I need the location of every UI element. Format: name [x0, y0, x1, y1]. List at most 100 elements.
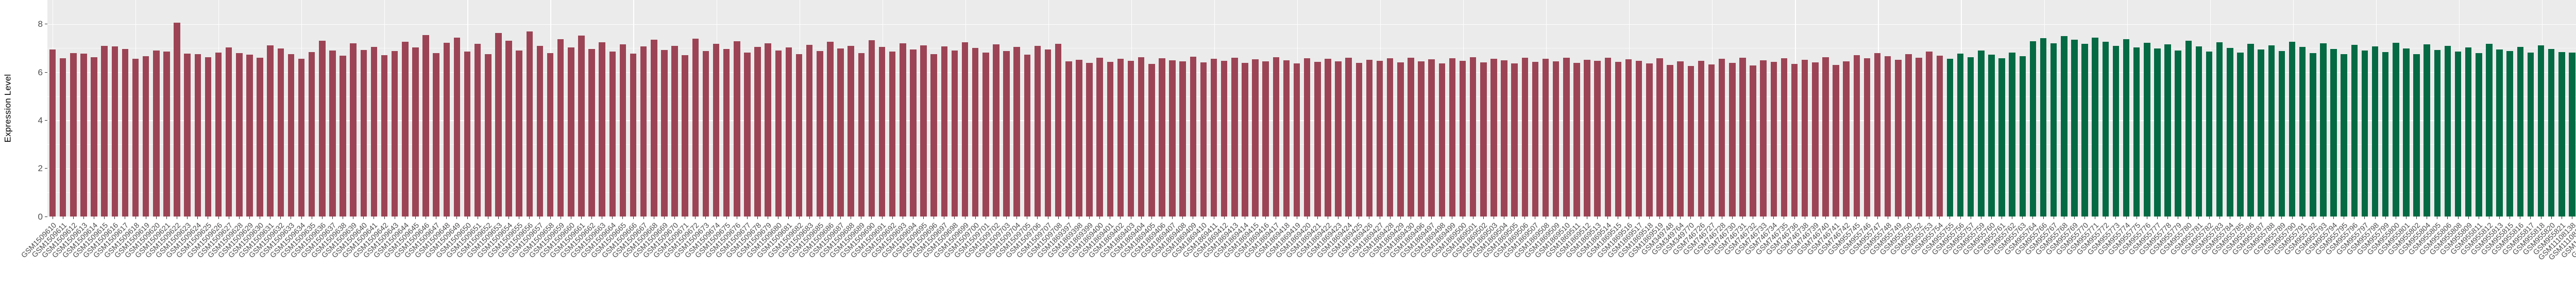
bar-slot[interactable] [2505, 0, 2515, 217]
bar-slot[interactable] [1198, 0, 1209, 217]
bar[interactable] [1812, 62, 1819, 217]
bar[interactable] [340, 56, 346, 217]
bar[interactable] [1034, 45, 1041, 217]
bar[interactable] [1013, 46, 1020, 217]
bar-slot[interactable] [680, 0, 690, 217]
bar[interactable] [1656, 58, 1663, 217]
bar[interactable] [2185, 41, 2192, 217]
bar-slot[interactable] [2204, 0, 2214, 217]
bar-slot[interactable] [224, 0, 234, 217]
bar-slot[interactable] [141, 0, 151, 217]
bar[interactable] [1667, 65, 1673, 217]
bar[interactable] [1386, 58, 1394, 217]
bar-slot[interactable] [960, 0, 970, 217]
bar-slot[interactable] [2546, 0, 2556, 217]
bar[interactable] [381, 55, 388, 217]
bar[interactable] [2061, 36, 2067, 217]
bar-slot[interactable] [1375, 0, 1385, 217]
bar[interactable] [453, 37, 461, 217]
bar[interactable] [1863, 58, 1871, 217]
bar-slot[interactable] [2297, 0, 2308, 217]
bar[interactable] [1874, 53, 1881, 217]
bar[interactable] [2382, 52, 2389, 217]
bar[interactable] [1916, 58, 1922, 217]
bar-slot[interactable] [1820, 0, 1831, 217]
bar[interactable] [2144, 43, 2150, 217]
bar[interactable] [775, 51, 782, 217]
bar-slot[interactable] [2422, 0, 2432, 217]
bar-slot[interactable] [1271, 0, 1281, 217]
bar-slot[interactable] [555, 0, 566, 217]
bar-slot[interactable] [1115, 0, 1126, 217]
bar-slot[interactable] [110, 0, 120, 217]
bar-slot[interactable] [359, 0, 369, 217]
bar-slot[interactable] [887, 0, 897, 217]
bar[interactable] [1946, 59, 1954, 217]
bar-slot[interactable] [815, 0, 825, 217]
bar[interactable] [2247, 43, 2254, 217]
bar[interactable] [1998, 58, 2005, 217]
bar-slot[interactable] [2391, 0, 2401, 217]
bar[interactable] [1044, 49, 1052, 217]
bar[interactable] [972, 48, 979, 217]
bar-slot[interactable] [2235, 0, 2245, 217]
bar[interactable] [2548, 49, 2555, 217]
bar[interactable] [1698, 60, 1705, 217]
bar-slot[interactable] [1872, 0, 1883, 217]
bar[interactable] [993, 44, 999, 217]
bar-slot[interactable] [1530, 0, 1540, 217]
bar[interactable] [547, 53, 554, 217]
bar-slot[interactable] [1312, 0, 1323, 217]
bar-slot[interactable] [1167, 0, 1178, 217]
bar-slot[interactable] [2308, 0, 2318, 217]
bar-slot[interactable] [1935, 0, 1945, 217]
bar-slot[interactable] [2277, 0, 2287, 217]
bar-slot[interactable] [1146, 0, 1157, 217]
bar-slot[interactable] [2059, 0, 2069, 217]
bar[interactable] [1532, 61, 1539, 217]
bar[interactable] [49, 49, 56, 217]
bar[interactable] [702, 51, 709, 217]
bar-slot[interactable] [763, 0, 773, 217]
bar[interactable] [588, 49, 595, 217]
bar[interactable] [1615, 62, 1622, 217]
bar[interactable] [2351, 44, 2358, 217]
bar-slot[interactable] [2069, 0, 2079, 217]
bar[interactable] [1169, 60, 1176, 217]
bar[interactable] [1303, 58, 1311, 217]
bar-slot[interactable] [2152, 0, 2162, 217]
bar-slot[interactable] [452, 0, 462, 217]
bar[interactable] [1366, 59, 1373, 217]
bar[interactable] [2569, 52, 2575, 217]
bar[interactable] [2081, 43, 2088, 217]
bar[interactable] [91, 57, 97, 217]
bar[interactable] [2434, 50, 2441, 217]
bar[interactable] [2040, 38, 2047, 217]
bar[interactable] [1957, 53, 1964, 217]
bar[interactable] [505, 41, 512, 217]
bar-slot[interactable] [2121, 0, 2131, 217]
bar[interactable] [868, 40, 875, 217]
bar[interactable] [1791, 64, 1798, 217]
bar[interactable] [961, 42, 969, 217]
bar[interactable] [2258, 49, 2264, 217]
bar-slot[interactable] [856, 0, 867, 217]
bar-slot[interactable] [701, 0, 711, 217]
bar-slot[interactable] [410, 0, 420, 217]
bar-slot[interactable] [1603, 0, 1613, 217]
bar-slot[interactable] [255, 0, 265, 217]
bar[interactable] [651, 40, 657, 217]
bar-slot[interactable] [1831, 0, 1841, 217]
bar[interactable] [132, 59, 139, 217]
bar-slot[interactable] [1914, 0, 1924, 217]
bar-slot[interactable] [2256, 0, 2266, 217]
bar[interactable] [1449, 58, 1456, 217]
bar[interactable] [2133, 47, 2140, 217]
bar[interactable] [1138, 57, 1145, 217]
bar[interactable] [785, 47, 792, 217]
bar-slot[interactable] [1105, 0, 1115, 217]
bar[interactable] [184, 53, 191, 217]
bar[interactable] [1936, 56, 1943, 217]
bar-slot[interactable] [58, 0, 68, 217]
bar[interactable] [2092, 37, 2098, 217]
